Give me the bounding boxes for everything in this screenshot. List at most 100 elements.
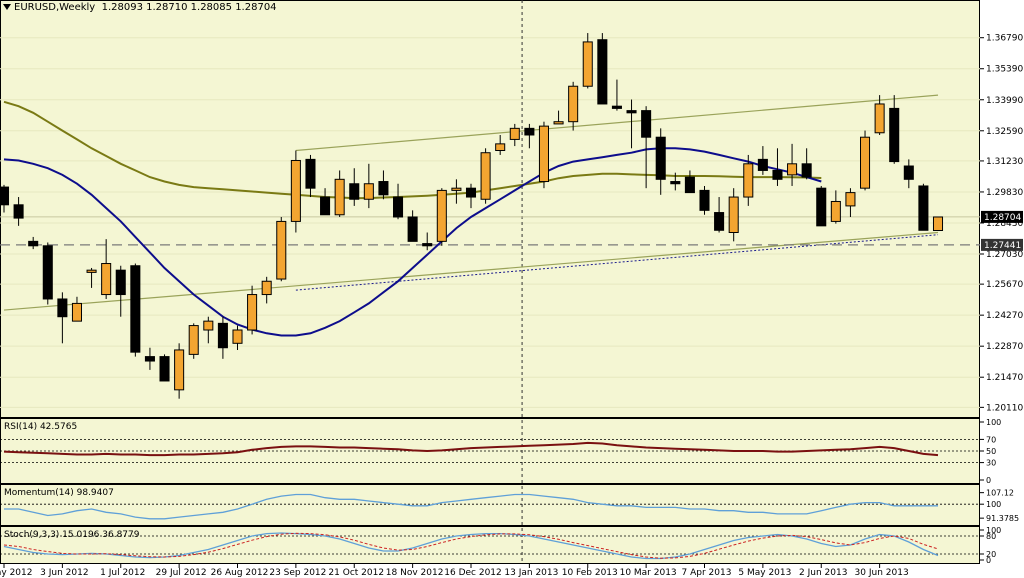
candle-body: [889, 107, 900, 163]
candle-body: [42, 245, 53, 300]
candle-body: [159, 356, 170, 382]
candle-body: [363, 183, 374, 200]
candle-body: [203, 320, 214, 331]
indicator-tick-label: 80: [986, 532, 996, 541]
candle-body: [0, 186, 10, 206]
candle-body: [13, 204, 24, 219]
candle-body: [816, 187, 827, 227]
candle-body: [334, 178, 345, 216]
indicator-tick-label: 107.12: [986, 489, 1014, 498]
candle-body: [597, 39, 608, 105]
y-tick-label: 1.29830: [986, 188, 1023, 198]
indicator-tick-label: 20: [986, 550, 996, 559]
candle-body: [932, 216, 944, 232]
indicator-tick-label: 100: [986, 526, 1001, 535]
y-tick-label: 1.35390: [986, 65, 1023, 75]
symbol-label: EURUSD,Weekly: [14, 2, 96, 13]
pane-bg-2: [0, 484, 980, 526]
candle-body: [393, 196, 404, 218]
candle-body: [247, 294, 258, 331]
candle-body: [787, 163, 798, 176]
x-tick-label: 13 Jan 2013: [504, 568, 558, 578]
indicator-title: Momentum(14) 98.9407: [4, 488, 114, 498]
candle-body: [860, 136, 871, 189]
candle-body: [728, 196, 739, 233]
candle-body: [130, 265, 141, 353]
indicator-tick-label: 91.3785: [986, 514, 1019, 523]
y-tick-label: 1.25670: [986, 280, 1023, 290]
candle-body: [714, 212, 725, 231]
indicator-tick-label: 70: [986, 435, 996, 444]
candle-body: [465, 187, 477, 198]
candle-body: [480, 152, 491, 200]
y-tick-label: 1.21470: [986, 373, 1023, 383]
candle-body: [305, 158, 316, 189]
candle-body: [86, 269, 97, 273]
candle-body: [524, 127, 535, 136]
y-tick-label: 1.20110: [986, 403, 1023, 413]
indicator-tick-label: 0: [986, 476, 991, 485]
y-tick-label: 1.32590: [986, 127, 1023, 137]
candle-body: [874, 103, 885, 134]
indicator-title: RSI(14) 42.5765: [4, 422, 77, 432]
candle-body: [538, 125, 549, 183]
ohlc-readout: 1.28093 1.28710 1.28085 1.28704: [101, 2, 277, 13]
candle-body: [626, 110, 637, 114]
x-tick-label: 29 Jul 2012: [156, 568, 207, 578]
y-tick-label: 1.24270: [986, 311, 1023, 321]
pane-frame-0: [0, 0, 980, 418]
candle-body: [845, 192, 856, 207]
candle-body: [743, 163, 754, 198]
pane-frame-3: [0, 526, 980, 564]
candle-body: [57, 298, 68, 318]
candle-body: [699, 189, 710, 211]
candle-body: [509, 127, 520, 140]
last-price-label-bg: [981, 210, 1023, 223]
x-tick-label: 5 May 2013: [738, 568, 791, 578]
candle-body: [801, 163, 812, 178]
indicator-line-2: [4, 493, 938, 520]
indicator-line-1: [3, 441, 939, 457]
x-tick-label: 7 Apr 2013: [682, 568, 732, 578]
candle-body: [772, 169, 783, 180]
candle-body: [174, 349, 185, 391]
candle-body: [407, 216, 418, 242]
candle-body: [115, 269, 126, 296]
y-tick-label: 1.33990: [986, 96, 1023, 106]
chart-header: EURUSD,Weekly 1.28093 1.28710 1.28085 1.…: [14, 2, 277, 13]
candle-body: [918, 185, 929, 231]
indicator-tick-label: 50: [986, 447, 996, 456]
candle-body: [261, 280, 272, 296]
candle-body: [71, 302, 82, 322]
x-tick-label: 10 Mar 2013: [620, 568, 677, 578]
candle-body: [903, 165, 914, 180]
candle-body: [144, 356, 155, 362]
candle-body: [655, 136, 666, 180]
candle-body: [495, 143, 506, 152]
y-tick-label: 1.28430: [986, 219, 1023, 229]
x-tick-label: 18 Nov 2012: [386, 568, 444, 578]
candle-body: [290, 159, 301, 222]
candle-body: [670, 181, 681, 185]
candle-body: [436, 189, 447, 242]
candle-body: [217, 322, 228, 349]
candle-body: [451, 187, 462, 191]
ma-slow-line: [3, 100, 822, 200]
x-tick-label: 26 Aug 2012: [211, 568, 269, 578]
dropdown-triangle-icon[interactable]: [3, 4, 11, 10]
x-tick-label: 10 Feb 2013: [562, 568, 618, 578]
ma-fast-line: [3, 147, 822, 337]
stoch-signal-line: [3, 532, 939, 559]
candle-body: [553, 121, 564, 125]
support-price-label-bg: [981, 238, 1023, 251]
candle-body: [349, 183, 360, 200]
x-tick-label: 2 Jun 2013: [799, 568, 847, 578]
pane-bg-3: [0, 526, 980, 564]
candle-body: [568, 85, 579, 123]
candle-body: [232, 329, 243, 344]
indicator-tick-label: 100: [986, 418, 1001, 427]
x-tick-label: 3 Jun 2012: [40, 568, 88, 578]
x-tick-label: 1 Jul 2012: [100, 568, 145, 578]
x-tick-label: 21 Oct 2012: [328, 568, 384, 578]
